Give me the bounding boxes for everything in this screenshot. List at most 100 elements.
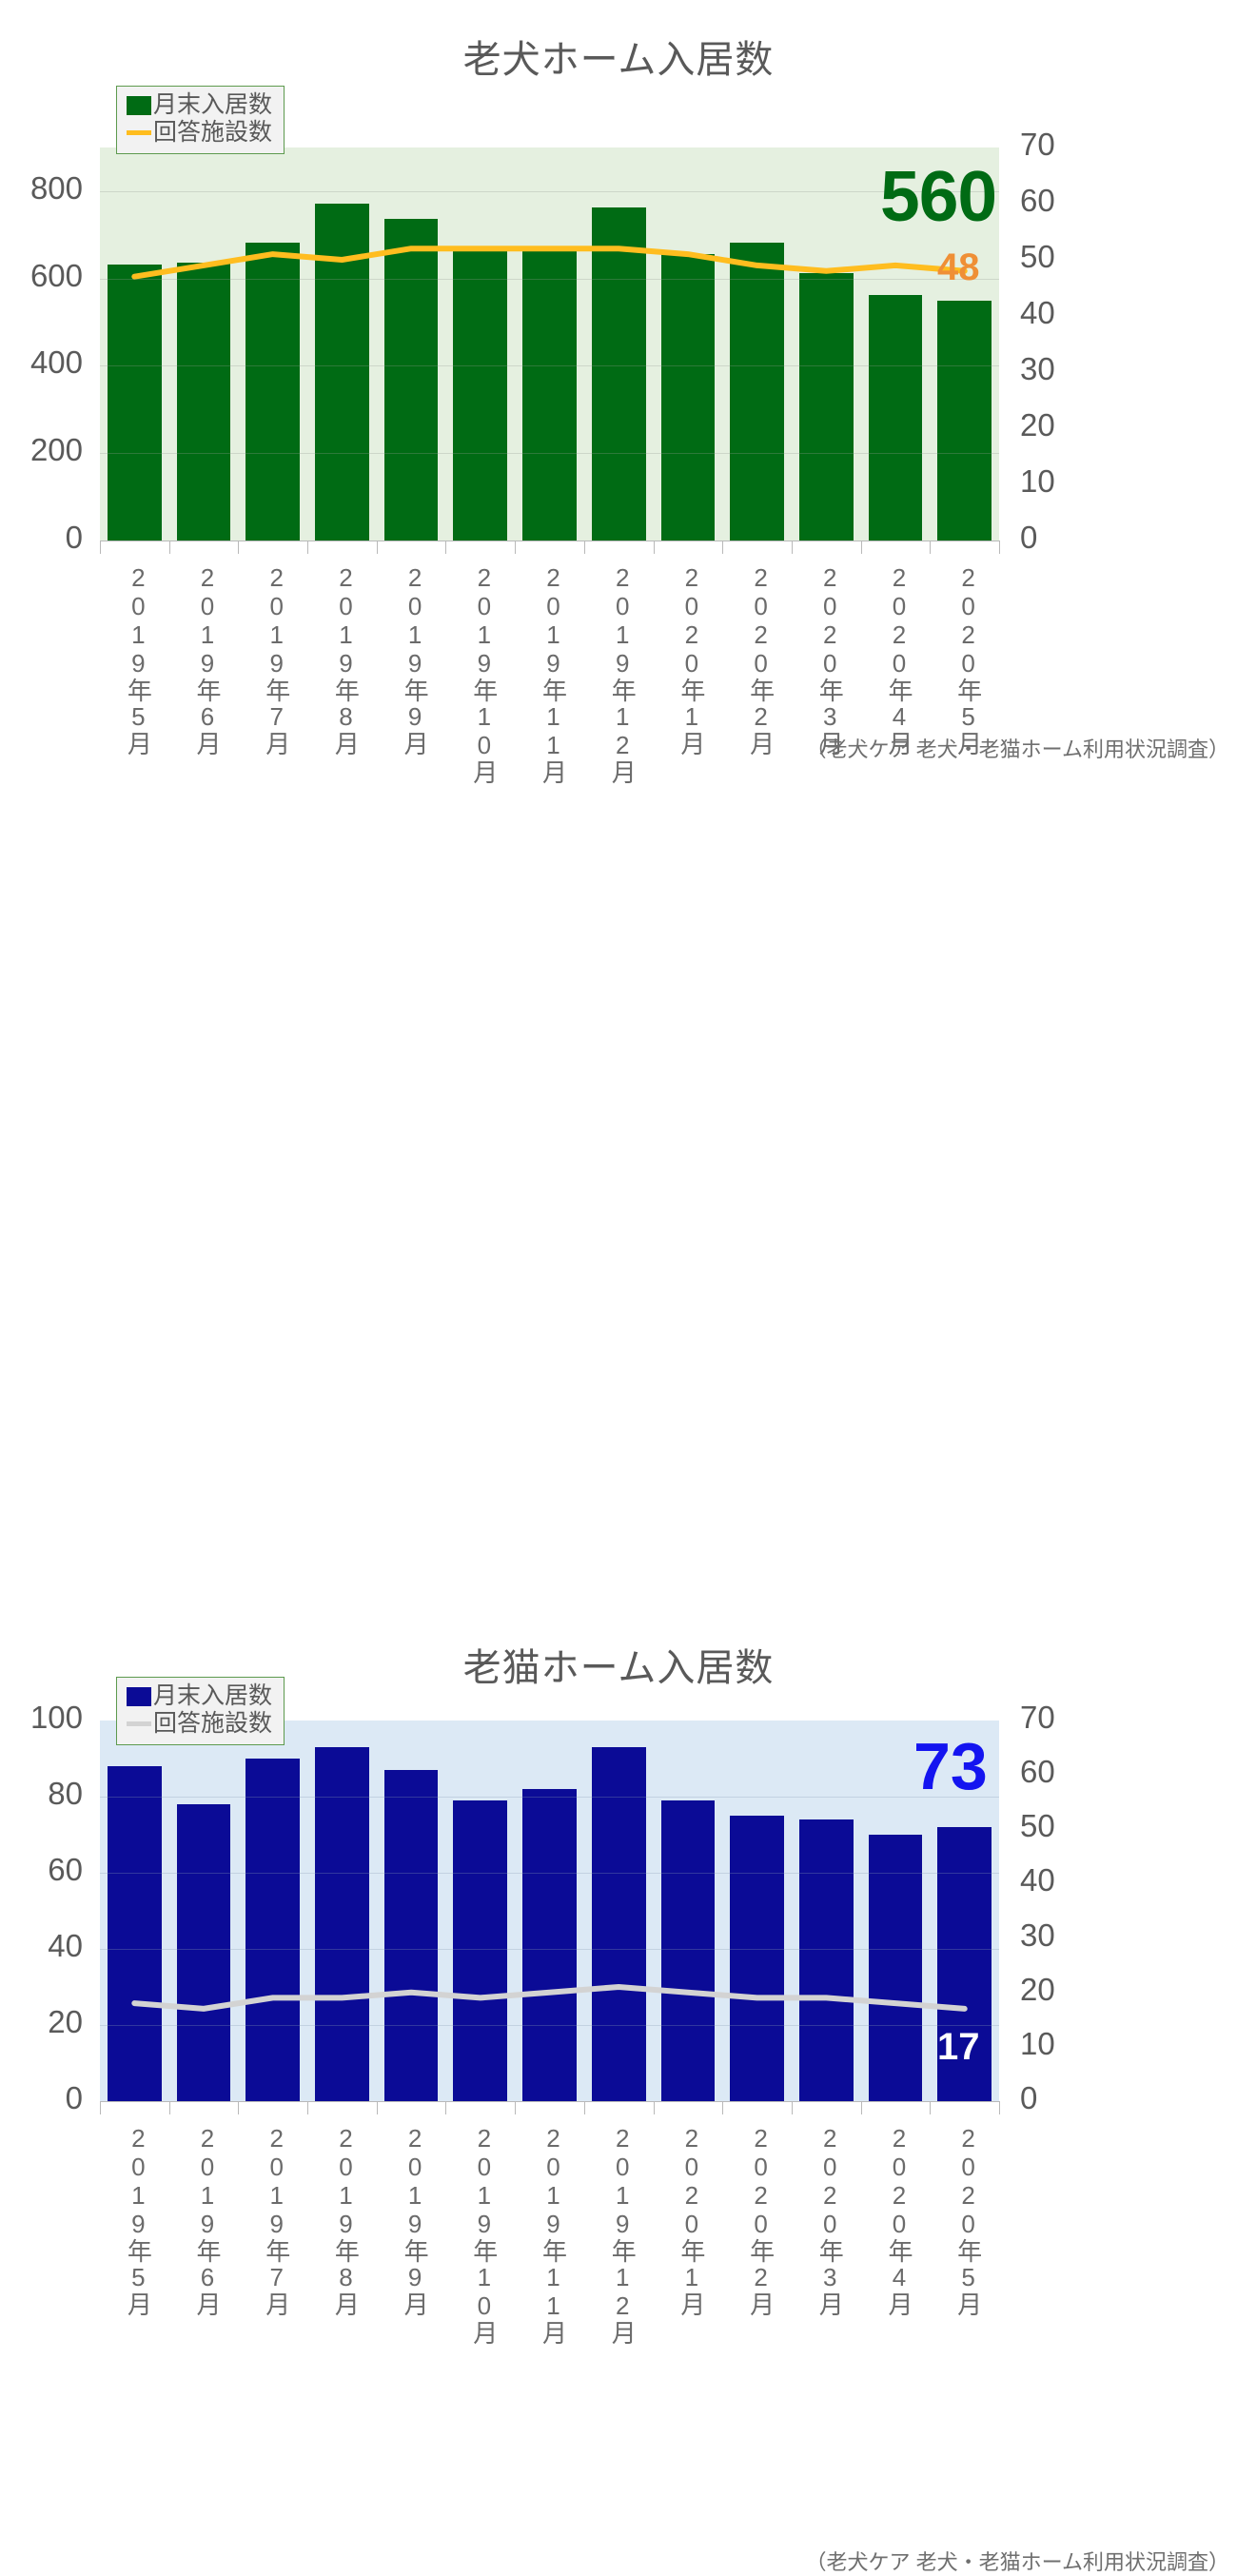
y-axis-right-tick-label: 70 bbox=[1020, 127, 1055, 162]
x-axis-tick bbox=[653, 2101, 655, 2114]
bar bbox=[730, 243, 784, 541]
y-axis-right-tick-label: 50 bbox=[1020, 239, 1055, 274]
chart-title: 老猫ホーム入居数 bbox=[462, 1647, 775, 1689]
legend-swatch-line-icon bbox=[127, 1721, 151, 1726]
y-axis-left-tick-label: 600 bbox=[29, 257, 83, 293]
legend: 月末入居数 回答施設数 bbox=[116, 1677, 285, 1745]
bar bbox=[107, 265, 162, 541]
x-axis-tick-label: 2019年11月 bbox=[539, 2124, 568, 2345]
bar bbox=[868, 1835, 923, 2101]
gridline bbox=[100, 365, 999, 367]
x-axis-tick bbox=[583, 541, 585, 554]
x-axis-tick-label: 2020年5月 bbox=[953, 2124, 983, 2316]
bar bbox=[798, 272, 854, 541]
x-axis-tick bbox=[445, 2101, 447, 2114]
bar bbox=[245, 243, 301, 541]
bar bbox=[383, 1770, 439, 2101]
y-axis-right-tick-label: 10 bbox=[1020, 463, 1055, 499]
x-axis-tick bbox=[999, 541, 1000, 554]
x-axis-tick bbox=[791, 541, 793, 554]
x-axis-tick-label: 2020年4月 bbox=[884, 563, 913, 756]
bar bbox=[315, 203, 369, 541]
bar bbox=[591, 1747, 646, 2101]
chart-title: 老犬ホーム入居数 bbox=[462, 39, 775, 81]
x-axis-tick bbox=[515, 541, 517, 554]
x-axis-tick-label: 2019年11月 bbox=[539, 563, 568, 784]
x-axis-tick-label: 2020年1月 bbox=[677, 2124, 706, 2316]
x-axis-tick bbox=[653, 541, 655, 554]
legend-label-bar: 月末入居数 bbox=[153, 91, 273, 118]
bar bbox=[660, 254, 716, 541]
x-axis-tick bbox=[445, 541, 447, 554]
gridline bbox=[100, 190, 999, 192]
bar bbox=[245, 1759, 301, 2101]
bar bbox=[591, 206, 646, 541]
y-axis-right-tick-label: 0 bbox=[1020, 520, 1038, 555]
y-axis-right-tick-label: 60 bbox=[1020, 183, 1055, 218]
x-axis-tick bbox=[238, 541, 240, 554]
y-axis-left-tick-label: 40 bbox=[48, 1928, 83, 1963]
x-axis-tick-label: 2019年6月 bbox=[193, 2124, 223, 2316]
plot-area bbox=[100, 1721, 999, 2101]
gridline bbox=[100, 2025, 999, 2026]
x-axis-tick bbox=[515, 2101, 517, 2114]
y-axis-right-tick-label: 30 bbox=[1020, 1917, 1055, 1953]
x-axis-tick bbox=[168, 541, 170, 554]
x-axis-tick-label: 2020年3月 bbox=[815, 2124, 845, 2316]
bar bbox=[522, 249, 577, 541]
x-axis-tick bbox=[376, 2101, 378, 2114]
x-axis-tick-label: 2020年4月 bbox=[884, 2124, 913, 2316]
x-axis-tick-label: 2019年6月 bbox=[193, 563, 223, 756]
x-axis-tick-label: 2019年7月 bbox=[262, 563, 291, 756]
bar bbox=[868, 294, 923, 541]
x-axis-baseline bbox=[100, 2101, 999, 2102]
line-value-callout: 17 bbox=[937, 2026, 980, 2068]
x-axis-tick-label: 2019年12月 bbox=[608, 2124, 638, 2345]
bar-value-callout: 73 bbox=[913, 1729, 988, 1803]
bar bbox=[522, 1789, 577, 2101]
legend-label-bar: 月末入居数 bbox=[153, 1682, 273, 1709]
x-axis-tick bbox=[238, 2101, 240, 2114]
y-axis-left-tick-label: 800 bbox=[29, 169, 83, 206]
x-axis-tick-label: 2019年9月 bbox=[401, 2124, 430, 2316]
x-axis-tick bbox=[168, 2101, 170, 2114]
plot-area bbox=[100, 147, 999, 541]
y-axis-right-tick-label: 60 bbox=[1020, 1754, 1055, 1790]
y-axis-left-tick-label: 0 bbox=[65, 520, 83, 555]
x-axis-tick-label: 2019年10月 bbox=[469, 2124, 499, 2345]
bar bbox=[660, 1800, 716, 2101]
y-axis-left-tick-label: 0 bbox=[65, 2080, 83, 2115]
legend-label-line: 回答施設数 bbox=[153, 119, 273, 146]
dog-home-chart: 老犬ホーム入居数 0 200 400 600 800 0 10 20 30 40 50 60 70 2… bbox=[0, 0, 1237, 856]
bar-group bbox=[100, 147, 999, 541]
y-axis-right-tick-label: 40 bbox=[1020, 295, 1055, 330]
x-axis-tick-label: 2019年5月 bbox=[124, 563, 153, 756]
line-value-callout: 48 bbox=[937, 246, 980, 288]
bar bbox=[453, 249, 508, 541]
x-axis-tick bbox=[583, 2101, 585, 2114]
y-axis-left-tick-label: 80 bbox=[48, 1776, 83, 1811]
legend-item-line: 回答施設数 bbox=[127, 1710, 272, 1738]
x-axis-tick-label: 2019年8月 bbox=[331, 2124, 361, 2316]
bar bbox=[453, 1800, 508, 2101]
gridline bbox=[100, 1797, 999, 1798]
bar-group bbox=[100, 1721, 999, 2101]
y-axis-left-tick-label: 60 bbox=[48, 1852, 83, 1887]
x-axis-tick-label: 2019年5月 bbox=[124, 2124, 153, 2316]
x-axis-tick bbox=[722, 2101, 724, 2114]
x-axis-tick-label: 2020年2月 bbox=[746, 2124, 776, 2316]
x-axis-tick-label: 2019年9月 bbox=[401, 563, 430, 756]
y-axis-right-tick-label: 30 bbox=[1020, 351, 1055, 386]
bar bbox=[937, 301, 992, 541]
bar bbox=[176, 263, 231, 541]
bar bbox=[176, 1804, 231, 2101]
y-axis-right-tick-label: 40 bbox=[1020, 1862, 1055, 1898]
x-axis-tick-label: 2019年7月 bbox=[262, 2124, 291, 2316]
x-axis-tick-label: 2020年1月 bbox=[677, 563, 706, 756]
source-note: （老犬ケア 老犬・老猫ホーム利用状況調査） bbox=[805, 2550, 1229, 2574]
y-axis-right-tick-label: 20 bbox=[1020, 1971, 1055, 2007]
x-axis-tick bbox=[376, 541, 378, 554]
y-axis-right-tick-label: 0 bbox=[1020, 2080, 1038, 2115]
legend-swatch-line-icon bbox=[127, 130, 151, 135]
x-axis-tick bbox=[860, 2101, 862, 2114]
